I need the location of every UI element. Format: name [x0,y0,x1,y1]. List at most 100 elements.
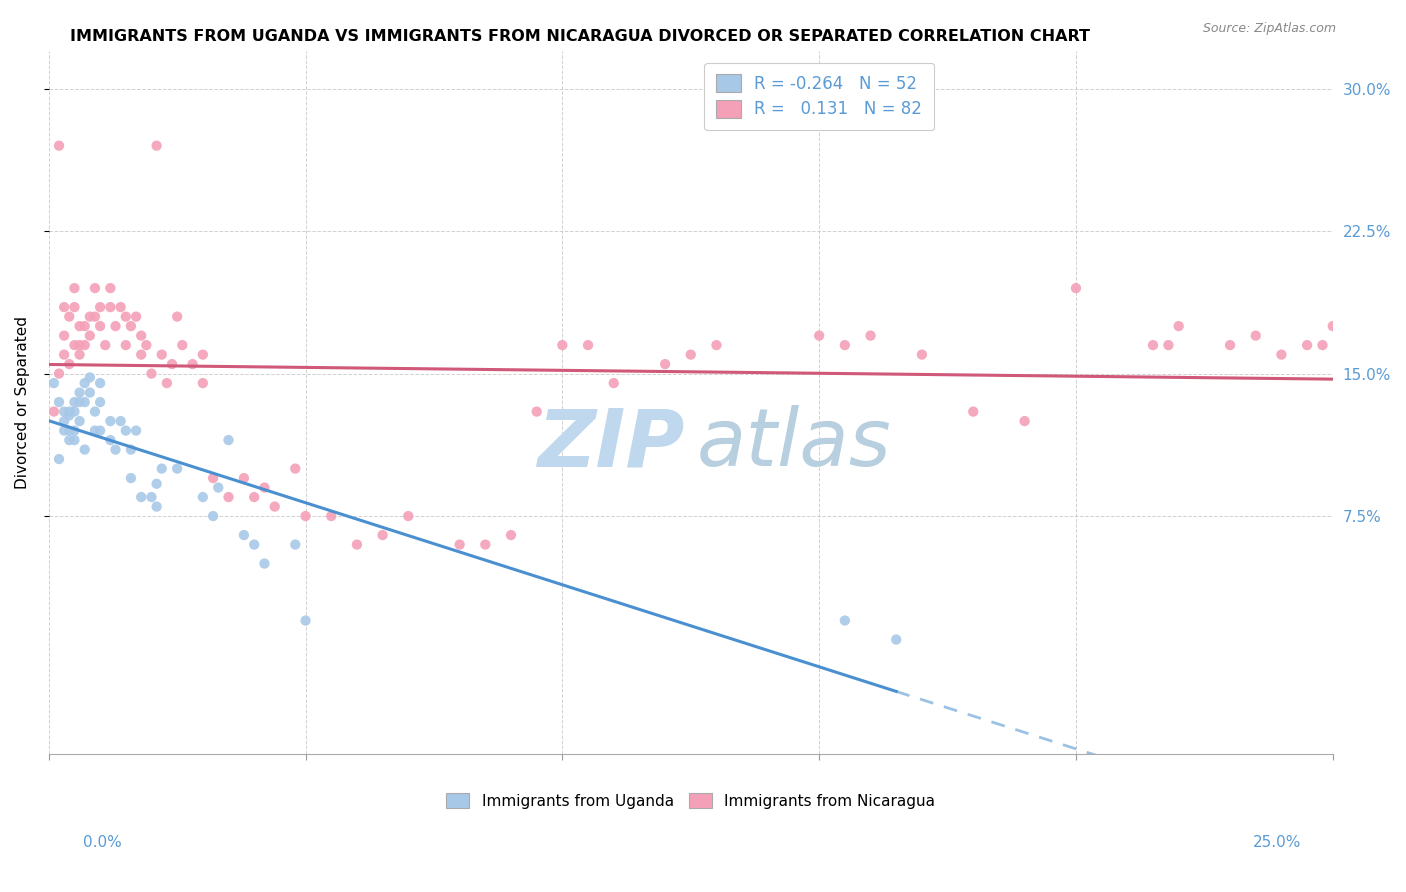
Point [1142,338,1164,352]
Point [145,138,167,153]
Point [125,424,148,438]
Point [125,310,148,324]
Point [1244,328,1267,343]
Point [73,442,96,457]
Point [1167,319,1189,334]
Point [654,357,676,371]
Point [63,404,86,418]
Point [243,490,266,504]
Point [191,348,214,362]
Point [191,376,214,390]
Point [120,319,142,334]
Point [79,310,101,324]
Point [346,537,368,551]
Point [73,395,96,409]
Point [73,376,96,390]
Point [232,471,254,485]
Point [84,310,107,324]
Point [58,433,80,447]
Point [58,424,80,438]
Point [284,537,307,551]
Point [69,414,91,428]
Point [100,414,122,428]
Point [63,300,86,314]
Point [834,614,856,628]
Point [89,376,111,390]
Point [89,300,111,314]
Point [120,471,142,485]
Text: IMMIGRANTS FROM UGANDA VS IMMIGRANTS FROM NICARAGUA DIVORCED OR SEPARATED CORREL: IMMIGRANTS FROM UGANDA VS IMMIGRANTS FRO… [70,29,1090,44]
Point [129,348,152,362]
Point [202,509,225,524]
Point [145,476,167,491]
Point [191,490,214,504]
Point [48,138,70,153]
Point [1312,338,1334,352]
Point [294,614,316,628]
Point [526,404,548,418]
Point [53,414,76,428]
Point [150,461,173,475]
Point [166,310,188,324]
Text: Source: ZipAtlas.com: Source: ZipAtlas.com [1202,22,1336,36]
Point [1014,414,1036,428]
Point [114,424,136,438]
Point [859,328,882,343]
Point [1296,338,1319,352]
Point [79,385,101,400]
Point [1270,348,1292,362]
Point [58,404,80,418]
Y-axis label: Divorced or Separated: Divorced or Separated [15,316,30,489]
Point [679,348,702,362]
Point [53,404,76,418]
Point [48,367,70,381]
Point [100,300,122,314]
Point [1322,319,1344,334]
Text: 25.0%: 25.0% [1253,836,1301,850]
Point [48,395,70,409]
Point [129,490,152,504]
Point [129,328,152,343]
Point [150,348,173,362]
Point [551,338,574,352]
Point [706,338,728,352]
Point [48,452,70,467]
Point [69,338,91,352]
Point [449,537,471,551]
Point [73,319,96,334]
Point [89,424,111,438]
Point [104,442,127,457]
Point [243,537,266,551]
Point [603,376,626,390]
Point [145,500,167,514]
Point [294,509,316,524]
Point [63,395,86,409]
Point [499,528,522,542]
Point [114,310,136,324]
Point [232,528,254,542]
Point [156,376,179,390]
Point [63,338,86,352]
Point [84,281,107,295]
Text: atlas: atlas [697,405,891,483]
Point [321,509,343,524]
Point [284,461,307,475]
Point [371,528,394,542]
Point [253,481,276,495]
Point [396,509,419,524]
Point [120,442,142,457]
Point [808,328,831,343]
Point [42,404,65,418]
Point [100,281,122,295]
Point [884,632,907,647]
Point [63,424,86,438]
Point [202,471,225,485]
Point [135,338,157,352]
Text: 0.0%: 0.0% [83,836,122,850]
Point [58,357,80,371]
Point [89,395,111,409]
Point [218,433,240,447]
Point [834,338,856,352]
Point [94,338,117,352]
Point [58,310,80,324]
